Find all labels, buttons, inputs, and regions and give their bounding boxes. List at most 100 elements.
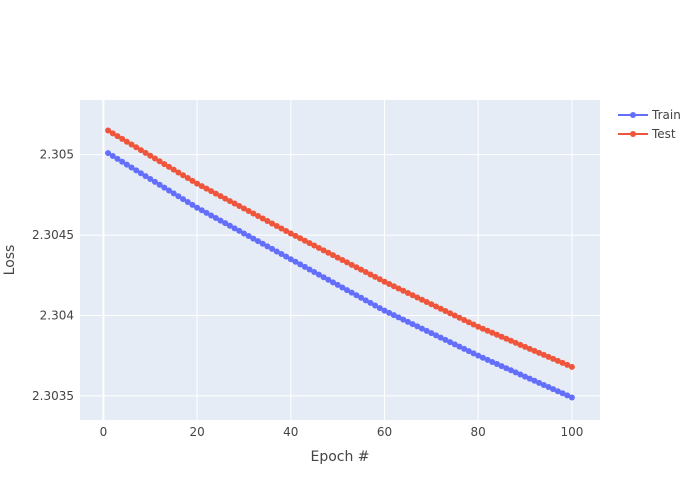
- data-point: [395, 285, 402, 292]
- data-point: [147, 152, 154, 159]
- data-point: [545, 384, 552, 391]
- series-train: [105, 150, 575, 401]
- data-point: [222, 220, 229, 227]
- data-point: [418, 296, 425, 303]
- x-tick-label: 20: [189, 425, 204, 439]
- data-point: [456, 343, 463, 350]
- data-point: [526, 375, 533, 382]
- data-point: [311, 269, 318, 276]
- data-point: [381, 278, 388, 285]
- data-point: [184, 198, 191, 205]
- data-point: [390, 312, 397, 319]
- data-point: [554, 357, 561, 364]
- data-point: [400, 287, 407, 294]
- data-point: [470, 321, 477, 328]
- data-point: [301, 237, 308, 244]
- data-point: [329, 252, 336, 259]
- x-axis-ticks: 0 20 40 60 80 100: [100, 425, 584, 439]
- data-point: [507, 367, 514, 374]
- data-point: [283, 227, 290, 234]
- data-point: [114, 133, 121, 140]
- data-point: [550, 355, 557, 362]
- data-point: [245, 233, 252, 240]
- x-tick-label: 0: [100, 425, 108, 439]
- data-point: [437, 305, 444, 312]
- data-point: [517, 371, 524, 378]
- data-point: [269, 220, 276, 227]
- data-point: [493, 331, 500, 338]
- data-point: [362, 297, 369, 304]
- data-point: [451, 312, 458, 319]
- data-point: [423, 327, 430, 334]
- data-point: [151, 155, 158, 162]
- data-point: [531, 377, 538, 384]
- data-point: [123, 161, 130, 168]
- data-point: [170, 190, 177, 197]
- data-point: [161, 161, 168, 168]
- data-point: [189, 177, 196, 184]
- data-point: [142, 149, 149, 156]
- data-point: [226, 198, 233, 205]
- data-point: [170, 166, 177, 173]
- legend-item-train[interactable]: Train: [618, 108, 681, 122]
- data-point: [409, 321, 416, 328]
- data-point: [334, 254, 341, 261]
- data-point: [315, 271, 322, 278]
- data-point: [376, 305, 383, 312]
- data-point: [128, 141, 135, 148]
- data-point: [208, 212, 215, 219]
- data-point: [531, 347, 538, 354]
- data-point: [503, 365, 510, 372]
- data-point: [250, 235, 257, 242]
- data-point: [433, 303, 440, 310]
- data-point: [418, 325, 425, 332]
- data-point: [522, 373, 529, 380]
- data-point: [358, 294, 365, 301]
- data-point: [362, 269, 369, 276]
- legend[interactable]: Train Test: [618, 108, 681, 141]
- data-point: [297, 261, 304, 268]
- data-point: [137, 147, 144, 154]
- data-point: [156, 181, 163, 188]
- data-point: [301, 263, 308, 270]
- data-point: [226, 222, 233, 229]
- data-point: [325, 249, 332, 256]
- y-tick-label: 2.3045: [32, 228, 74, 242]
- data-point: [175, 169, 182, 176]
- data-point: [564, 361, 571, 368]
- data-point: [451, 341, 458, 348]
- data-point: [105, 127, 112, 134]
- data-point: [536, 349, 543, 356]
- data-point: [428, 301, 435, 308]
- data-point: [137, 170, 144, 177]
- data-point: [536, 379, 543, 386]
- data-point: [166, 163, 173, 170]
- data-point: [367, 299, 374, 306]
- legend-marker-icon: [630, 131, 636, 137]
- data-point: [442, 336, 449, 343]
- data-point: [109, 130, 116, 137]
- x-tick-label: 100: [560, 425, 583, 439]
- legend-label: Test: [651, 127, 676, 141]
- data-point: [119, 158, 126, 165]
- data-point: [287, 256, 294, 263]
- y-tick-label: 2.3035: [32, 389, 74, 403]
- data-point: [512, 369, 519, 376]
- data-point: [428, 330, 435, 337]
- data-point: [540, 381, 547, 388]
- data-point: [475, 352, 482, 359]
- data-point: [409, 292, 416, 299]
- x-tick-label: 60: [377, 425, 392, 439]
- data-point: [166, 187, 173, 194]
- data-point: [381, 307, 388, 314]
- data-point: [372, 273, 379, 280]
- data-point: [114, 155, 121, 162]
- data-point: [437, 334, 444, 341]
- data-point: [344, 259, 351, 266]
- legend-item-test[interactable]: Test: [618, 127, 676, 141]
- data-point: [217, 193, 224, 200]
- data-point: [447, 339, 454, 346]
- data-point: [203, 209, 210, 216]
- data-point: [353, 292, 360, 299]
